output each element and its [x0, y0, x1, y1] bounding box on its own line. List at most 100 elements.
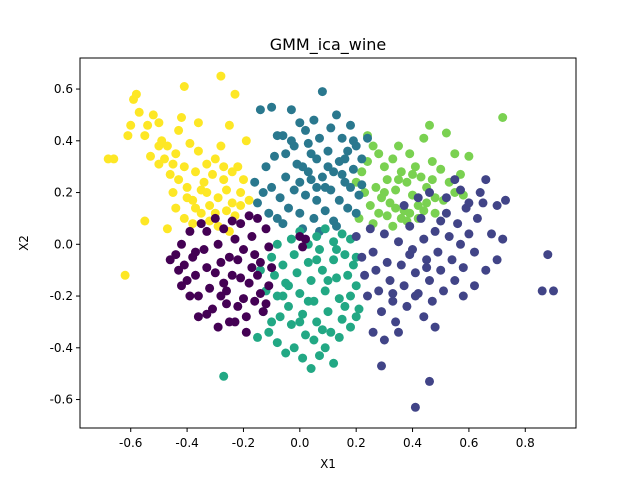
point-cluster-0-10 — [148, 110, 158, 120]
point-cluster-3-65 — [284, 281, 293, 291]
point-cluster-5-11 — [199, 245, 209, 254]
point-cluster-2-0 — [255, 105, 265, 115]
point-cluster-2-37 — [292, 159, 302, 169]
point-cluster-0-33 — [210, 154, 220, 164]
point-cluster-3-25 — [337, 314, 347, 324]
point-cluster-1-32 — [498, 113, 508, 122]
point-cluster-2-9 — [301, 125, 310, 135]
point-cluster-0-34 — [213, 193, 223, 203]
point-cluster-3-53 — [309, 335, 319, 345]
point-cluster-3-52 — [286, 234, 296, 244]
point-cluster-3-61 — [340, 301, 350, 311]
point-cluster-2-36 — [289, 185, 299, 195]
x-tick-label: -0.4 — [175, 436, 198, 450]
point-cluster-0-21 — [179, 82, 189, 91]
point-cluster-3-40 — [306, 364, 316, 373]
point-cluster-4-72 — [405, 250, 415, 260]
point-cluster-4-49 — [470, 281, 479, 291]
point-cluster-0-46 — [244, 195, 254, 205]
point-cluster-3-50 — [337, 229, 347, 239]
point-cluster-3-14 — [306, 276, 316, 285]
point-cluster-2-49 — [343, 203, 353, 213]
point-cluster-4-68 — [464, 198, 474, 208]
point-cluster-5-32 — [258, 307, 268, 317]
point-cluster-0-8 — [143, 120, 153, 130]
point-cluster-4-54 — [377, 361, 386, 371]
point-cluster-2-5 — [286, 105, 296, 115]
point-cluster-5-14 — [208, 304, 217, 314]
point-cluster-5-23 — [233, 255, 243, 265]
point-cluster-5-22 — [230, 234, 240, 244]
point-cluster-3-34 — [264, 327, 274, 337]
point-cluster-4-30 — [439, 286, 448, 296]
point-cluster-4-46 — [498, 234, 508, 244]
point-cluster-3-69 — [312, 255, 322, 265]
point-cluster-2-11 — [306, 175, 316, 185]
y-tick-label: 0.6 — [54, 82, 73, 96]
point-cluster-0-18 — [171, 149, 181, 159]
point-cluster-5-37 — [261, 299, 271, 309]
point-cluster-1-50 — [394, 175, 403, 185]
point-cluster-0-20 — [177, 113, 186, 122]
point-cluster-4-36 — [456, 239, 465, 249]
point-cluster-5-21 — [227, 216, 237, 226]
point-cluster-3-0 — [267, 252, 277, 262]
point-cluster-2-67 — [357, 180, 367, 190]
y-tick-label: -0.6 — [50, 393, 73, 407]
x-tick-label: 0.0 — [290, 436, 309, 450]
point-cluster-2-30 — [261, 162, 271, 172]
point-cluster-0-11 — [154, 118, 164, 128]
point-cluster-1-25 — [436, 164, 446, 174]
point-cluster-5-55 — [239, 245, 248, 254]
point-cluster-4-75 — [458, 291, 468, 301]
point-cluster-4-3 — [363, 291, 372, 301]
point-cluster-2-62 — [306, 149, 316, 159]
point-cluster-0-15 — [162, 141, 172, 151]
point-cluster-4-74 — [422, 263, 432, 273]
point-cluster-3-19 — [320, 286, 330, 296]
point-cluster-2-66 — [348, 136, 358, 146]
point-cluster-0-24 — [185, 138, 195, 148]
x-tick-label: 0.4 — [403, 436, 422, 450]
point-cluster-2-29 — [363, 133, 372, 143]
point-cluster-4-2 — [360, 270, 370, 280]
point-cluster-5-62 — [216, 291, 226, 301]
point-cluster-4-47 — [501, 195, 510, 205]
point-cluster-3-42 — [329, 358, 339, 368]
point-cluster-0-38 — [222, 185, 231, 195]
point-cluster-2-22 — [337, 133, 347, 143]
x-tick-label: -0.2 — [232, 436, 255, 450]
point-cluster-4-14 — [394, 237, 403, 247]
point-cluster-3-56 — [346, 322, 355, 332]
point-cluster-3-6 — [284, 301, 293, 311]
point-cluster-0-40 — [227, 198, 237, 208]
point-cluster-2-54 — [258, 188, 268, 197]
point-cluster-0-3 — [126, 120, 136, 130]
point-cluster-3-43 — [219, 371, 229, 381]
plot-area — [79, 57, 577, 429]
point-cluster-5-15 — [210, 213, 220, 223]
point-cluster-3-17 — [315, 245, 324, 254]
point-cluster-3-37 — [281, 348, 291, 358]
point-cluster-4-7 — [374, 286, 384, 296]
point-cluster-5-13 — [205, 283, 215, 293]
point-cluster-5-46 — [236, 219, 246, 229]
point-cluster-1-14 — [402, 177, 412, 187]
point-cluster-2-63 — [323, 162, 333, 172]
point-cluster-4-39 — [464, 229, 474, 239]
point-cluster-5-56 — [247, 263, 257, 273]
point-cluster-5-40 — [230, 317, 240, 327]
point-cluster-4-53 — [549, 286, 558, 296]
point-cluster-3-54 — [320, 343, 330, 353]
point-cluster-0-5 — [131, 89, 141, 99]
point-cluster-0-53 — [222, 206, 231, 216]
point-cluster-0-66 — [219, 162, 229, 172]
point-cluster-4-56 — [425, 376, 434, 386]
point-cluster-5-28 — [247, 232, 257, 241]
point-cluster-0-49 — [188, 219, 198, 229]
point-cluster-4-48 — [481, 265, 491, 275]
point-cluster-4-33 — [447, 255, 457, 265]
x-axis-label: X1 — [320, 457, 336, 471]
point-cluster-0-61 — [140, 216, 150, 226]
